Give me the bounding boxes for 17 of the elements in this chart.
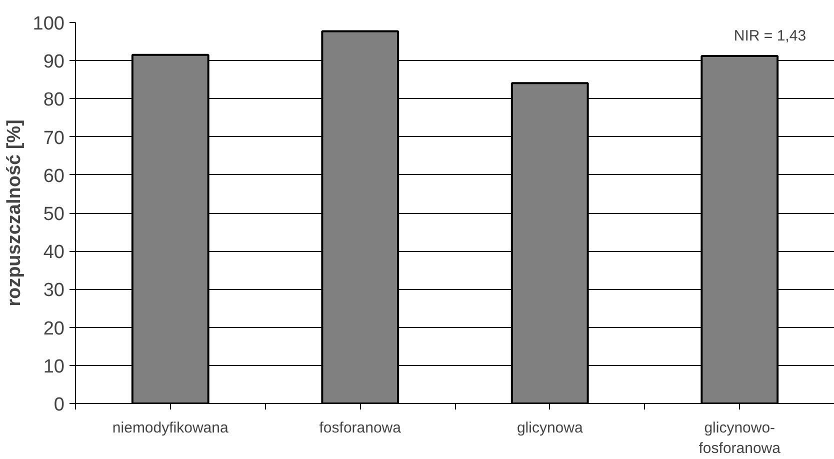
y-tick-label: 90	[43, 52, 65, 73]
y-tick-label: 30	[43, 280, 65, 302]
y-tick-label: 60	[43, 166, 65, 187]
x-tick-label: fosforanowa	[319, 420, 402, 436]
x-tick-label: glicynowo-fosforanowa	[698, 420, 782, 457]
annotation: NIR = 1,43	[734, 28, 806, 44]
y-tick-label: 70	[43, 128, 65, 149]
x-tick-label: glicynowa	[516, 420, 584, 436]
y-tick-label: 100	[32, 14, 64, 34]
y-tick-label: 20	[43, 318, 65, 340]
y-tick-label: 50	[43, 204, 65, 225]
x-tick-label: niemodyfikowana	[112, 420, 229, 436]
y-tick-label: 40	[43, 242, 65, 264]
y-tick-label: 10	[43, 356, 65, 378]
y-tick-label: 80	[43, 90, 65, 111]
y-tick-label: 0	[54, 394, 65, 416]
y-axis-title: rozpuszczalność [%]	[4, 120, 25, 306]
